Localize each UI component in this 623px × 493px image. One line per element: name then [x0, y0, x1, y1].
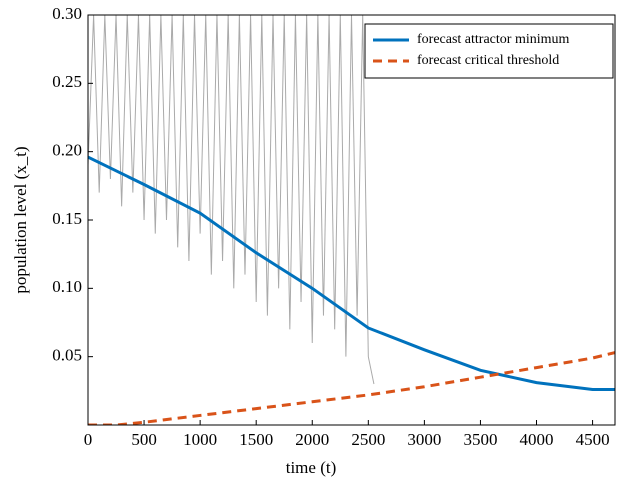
y-tick-label: 0.05 — [52, 346, 82, 365]
x-tick-label: 2000 — [295, 430, 329, 449]
series-line — [88, 155, 615, 391]
x-tick-label: 4000 — [520, 430, 554, 449]
y-tick-label: 0.30 — [52, 4, 82, 23]
x-tick-label: 1500 — [239, 430, 273, 449]
x-tick-label: 4500 — [576, 430, 610, 449]
legend-label: forecast attractor minimum — [417, 32, 569, 47]
y-tick-label: 0.10 — [52, 277, 82, 296]
x-tick-label: 1000 — [183, 430, 217, 449]
series-line — [88, 351, 615, 425]
y-tick-label: 0.15 — [52, 209, 82, 228]
y-tick-label: 0.20 — [52, 141, 82, 160]
x-tick-label: 3500 — [463, 430, 497, 449]
x-tick-label: 0 — [84, 430, 93, 449]
x-tick-label: 2500 — [351, 430, 385, 449]
x-tick-label: 500 — [131, 430, 157, 449]
x-tick-label: 3000 — [407, 430, 441, 449]
x-axis-label: time (t) — [286, 458, 337, 477]
series-line — [88, 15, 375, 385]
legend-box — [364, 23, 614, 79]
y-tick-label: 0.25 — [52, 72, 82, 91]
y-axis-label: population level (x_t) — [11, 146, 30, 293]
legend-label: forecast critical threshold — [417, 53, 559, 68]
